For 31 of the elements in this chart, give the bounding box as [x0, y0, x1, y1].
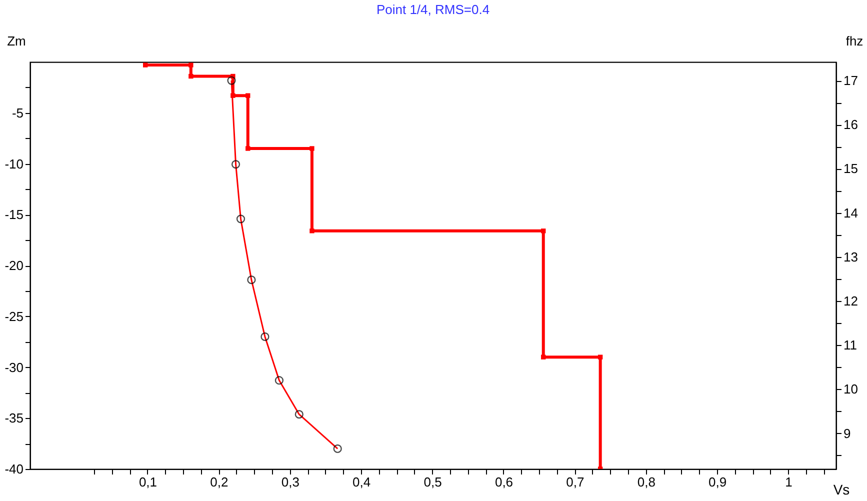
y-tick-label: -15: [4, 207, 24, 222]
y2-tick-label: 10: [844, 382, 858, 397]
x-axis-title: Vs: [833, 482, 850, 498]
x-tick-label: 0,3: [281, 474, 300, 490]
y2-tick-label: 14: [844, 205, 858, 220]
y-tick-label: -30: [4, 360, 24, 375]
chart-title: Point 1/4, RMS=0.4: [376, 2, 490, 17]
y2-tick-label: 15: [844, 161, 858, 176]
y-tick-label: -40: [4, 462, 24, 476]
y2-tick-label: 9: [844, 426, 851, 441]
y-tick-label: -5: [12, 105, 24, 120]
y-tick-label: -35: [4, 410, 24, 426]
x-tick-label: 0,6: [494, 474, 514, 490]
y2-tick-label: 12: [844, 293, 858, 308]
y2-tick-label: 16: [844, 117, 858, 132]
x-tick-label: 1: [785, 474, 792, 490]
x-tick-label: 0,9: [708, 474, 727, 490]
x-tick-label: 0,5: [424, 474, 442, 490]
y2-tick-label: 17: [844, 73, 858, 88]
x-tick-label: 0,8: [637, 474, 656, 490]
y-tick-label: -10: [4, 156, 24, 172]
y2-tick-label: 13: [844, 249, 858, 264]
x-tick-label: 0,7: [566, 474, 584, 490]
x-tick-label: 0,2: [210, 474, 228, 490]
y2-tick-label: 11: [844, 338, 857, 353]
x-tick-label: 0,4: [352, 474, 371, 490]
y-tick-label: -20: [4, 258, 24, 273]
x-tick-label: 0,1: [138, 474, 158, 490]
y2-axis-title: fhz: [846, 34, 864, 48]
y-axis-title: Zm: [7, 34, 26, 48]
y-tick-label: -25: [4, 308, 24, 324]
